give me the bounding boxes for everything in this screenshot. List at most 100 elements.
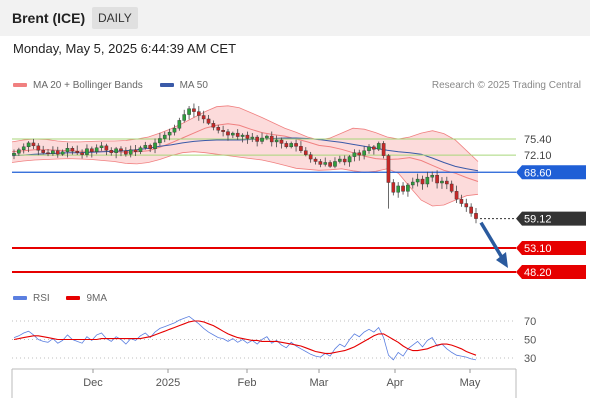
ma9-swatch — [66, 296, 81, 301]
legend-9ma-label: 9MA — [86, 293, 108, 304]
candle-body — [99, 145, 104, 149]
candle-body — [381, 143, 386, 156]
candle-body — [36, 145, 41, 151]
source-credit: Research © 2025 Trading Central — [431, 80, 581, 91]
candle-body — [17, 149, 21, 154]
candle-body — [449, 183, 454, 192]
candle-body — [119, 148, 123, 151]
bollinger-lower-line — [11, 151, 479, 207]
candle-body — [133, 149, 138, 152]
candle-body — [352, 152, 357, 157]
level-label: 48.20 — [524, 267, 552, 279]
level-label: 75.40 — [524, 134, 552, 146]
candle-body — [80, 152, 84, 155]
candle-body — [46, 152, 50, 154]
level-tag-pivot — [516, 165, 586, 180]
candle-body — [440, 180, 444, 184]
level-label: 59.12 — [524, 214, 552, 226]
candles-group — [12, 103, 478, 224]
legend-9ma: 9MA — [66, 293, 107, 304]
ma20-line — [11, 123, 479, 182]
main-legend: MA 20 + Bollinger Bands MA 50 — [13, 80, 222, 91]
candle-body — [430, 174, 435, 178]
candle-body — [55, 150, 60, 155]
candle-body — [12, 152, 16, 156]
candle-body — [396, 185, 400, 193]
candle-body — [31, 142, 36, 147]
candle-body — [474, 213, 478, 219]
level-tag-support — [516, 241, 586, 256]
candle-body — [158, 138, 162, 144]
rsi-line — [13, 315, 477, 361]
candle-body — [391, 182, 396, 193]
candle-body — [128, 149, 133, 155]
candle-body — [347, 156, 352, 163]
candle-body — [226, 131, 230, 136]
candle-body — [367, 146, 371, 151]
candle-body — [250, 136, 255, 139]
candle-body — [245, 134, 250, 139]
candle-body — [410, 181, 415, 186]
x-tick-label: Apr — [386, 377, 403, 389]
datetime-stamp: Monday, May 5, 2025 6:44:39 AM CET — [13, 41, 237, 56]
candle-body — [167, 131, 172, 136]
candle-body — [41, 150, 45, 153]
candle-body — [104, 145, 109, 151]
candle-body — [114, 148, 118, 153]
candle-body — [265, 135, 269, 139]
candle-body — [21, 146, 26, 150]
candle-body — [274, 139, 279, 143]
x-tick-label: Feb — [238, 377, 257, 389]
x-tick-label: 2025 — [156, 377, 180, 389]
level-label: 72.10 — [524, 150, 552, 162]
candle-body — [425, 176, 430, 185]
candle-body — [153, 142, 157, 149]
bollinger-swatch — [13, 83, 27, 88]
candle-body — [372, 146, 376, 150]
candle-body — [299, 146, 303, 151]
candle-body — [90, 148, 94, 152]
candle-body — [182, 114, 187, 121]
candle-body — [269, 135, 274, 143]
candle-body — [70, 148, 75, 152]
candle-body — [109, 150, 114, 153]
timeframe-badge[interactable]: DAILY — [92, 7, 138, 29]
rsi-tick-label: 70 — [524, 316, 536, 328]
candle-body — [415, 178, 420, 183]
candle-body — [401, 185, 405, 192]
candle-body — [454, 191, 459, 200]
level-label: 68.60 — [524, 167, 552, 179]
candle-body — [469, 206, 473, 214]
rsi-swatch — [13, 296, 27, 301]
ma50-swatch — [159, 83, 174, 88]
legend-ma50-label: MA 50 — [179, 80, 208, 91]
candle-body — [162, 134, 167, 139]
candle-body — [420, 178, 425, 185]
rsi-tick-label: 30 — [524, 353, 536, 365]
candle-body — [303, 150, 308, 155]
candle-body — [26, 142, 31, 148]
candle-body — [279, 139, 284, 144]
candle-body — [308, 154, 313, 160]
candle-body — [206, 118, 211, 124]
bollinger-band-fill — [12, 105, 478, 206]
candle-body — [260, 137, 264, 142]
candle-body — [192, 108, 196, 112]
legend-bollinger-label: MA 20 + Bollinger Bands — [33, 80, 143, 91]
candle-body — [240, 134, 245, 137]
candle-body — [231, 132, 235, 136]
candle-body — [284, 143, 289, 148]
level-tag-support — [516, 265, 586, 279]
candle-body — [124, 150, 128, 155]
candle-body — [94, 147, 99, 152]
candle-body — [328, 162, 332, 167]
legend-ma50: MA 50 — [159, 80, 208, 91]
candle-body — [60, 151, 65, 155]
legend-rsi: RSI — [13, 293, 50, 304]
candle-body — [362, 150, 366, 156]
candle-body — [313, 158, 318, 162]
candle-body — [294, 143, 298, 147]
candle-body — [459, 198, 464, 204]
candle-body — [177, 120, 182, 129]
